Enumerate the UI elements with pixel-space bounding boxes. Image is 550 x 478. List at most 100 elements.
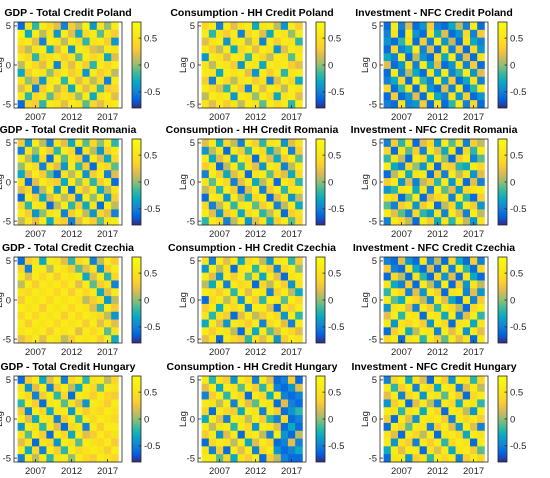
- heatmap-cell: [230, 61, 238, 70]
- heatmap-cell: [82, 201, 90, 210]
- heatmap-cell: [60, 383, 69, 392]
- heatmap-cell: [455, 146, 464, 155]
- heatmap-cell: [383, 139, 392, 148]
- heatmap-cell: [208, 391, 217, 400]
- heatmap-cell: [201, 399, 210, 408]
- heatmap-cell: [39, 383, 47, 392]
- heatmap-cell: [426, 415, 435, 424]
- heatmap-cell: [68, 139, 76, 148]
- x-tick-label: 2017: [97, 229, 118, 240]
- heatmap-cell: [266, 139, 274, 148]
- heatmap-cell: [17, 29, 26, 38]
- heatmap-cell: [390, 178, 399, 187]
- heatmap-cell: [398, 327, 406, 336]
- heatmap-cell: [208, 415, 217, 424]
- heatmap-cell: [266, 327, 274, 336]
- heatmap-cell: [68, 430, 76, 439]
- heatmap-cell: [280, 53, 289, 62]
- heatmap-cell: [448, 446, 456, 455]
- heatmap-cell: [230, 100, 238, 109]
- y-tick-label: 0: [6, 177, 11, 188]
- heatmap-cell: [24, 193, 33, 202]
- heatmap-cell: [104, 319, 112, 328]
- heatmap-cell: [104, 201, 112, 210]
- heatmap-cell: [89, 407, 98, 416]
- heatmap-cell: [288, 45, 296, 54]
- heatmap-cell: [208, 162, 217, 171]
- heatmap-cell: [434, 399, 442, 408]
- heatmap-cell: [60, 201, 69, 210]
- heatmap-cell: [398, 399, 406, 408]
- heatmap-cell: [75, 319, 83, 328]
- heatmap-cell: [230, 170, 238, 179]
- heatmap-cell: [223, 288, 231, 297]
- heatmap-cell: [223, 92, 231, 101]
- heatmap-cell: [24, 22, 33, 31]
- y-axis-label: Lag: [178, 411, 189, 427]
- heatmap-cell: [24, 45, 33, 54]
- heatmap-cell: [201, 154, 210, 163]
- heatmap-cell: [455, 430, 464, 439]
- heatmap-cell: [295, 319, 303, 328]
- heatmap-cell: [412, 146, 420, 155]
- heatmap-cell: [208, 61, 217, 70]
- heatmap-cell: [412, 446, 420, 455]
- heatmap-cell: [68, 76, 76, 85]
- heatmap-cell: [237, 383, 246, 392]
- heatmap-cell: [398, 335, 406, 344]
- heatmap-cell: [75, 154, 83, 163]
- heatmap-cell: [230, 303, 238, 313]
- heatmap-cell: [398, 272, 406, 281]
- heatmap-cell: [288, 22, 296, 31]
- heatmap-cell: [477, 193, 485, 202]
- panel-title: Investment - NFC Credit Romania: [351, 124, 518, 136]
- heatmap-cell: [280, 100, 289, 109]
- heatmap-cell: [462, 407, 471, 416]
- heatmap-cell: [53, 209, 62, 218]
- heatmap-cell: [280, 303, 289, 313]
- heatmap-cell: [448, 311, 456, 320]
- heatmap-cell: [441, 319, 449, 328]
- heatmap-cell: [462, 217, 471, 226]
- heatmap-cell: [477, 53, 485, 62]
- heatmap-cell: [96, 92, 105, 101]
- colorbar-tick-label: 0: [510, 295, 515, 306]
- heatmap-cell: [259, 22, 267, 31]
- heatmap-cell: [111, 430, 119, 439]
- heatmap-cell: [470, 76, 478, 85]
- heatmap-cell: [252, 383, 260, 392]
- heatmap-cell: [448, 257, 456, 266]
- heatmap-cell: [441, 407, 449, 416]
- heatmap-cell: [230, 162, 238, 171]
- heatmap-cell: [75, 391, 83, 400]
- heatmap-cell: [441, 335, 449, 344]
- heatmap-cell: [383, 311, 392, 320]
- heatmap-cell: [252, 201, 260, 210]
- x-tick-label: 2007: [391, 466, 412, 477]
- heatmap-cell: [111, 311, 119, 320]
- heatmap-cell: [111, 383, 119, 392]
- heatmap-cell: [434, 29, 442, 38]
- heatmap-cell: [470, 193, 478, 202]
- heatmap-cell: [434, 146, 442, 155]
- heatmap-cell: [398, 264, 406, 273]
- heatmap-cell: [412, 376, 420, 385]
- heatmap-cell: [434, 296, 442, 305]
- heatmap-cell: [390, 454, 399, 463]
- heatmap-cell: [39, 272, 47, 281]
- heatmap-cell: [82, 61, 90, 70]
- heatmap-cell: [237, 280, 246, 289]
- heatmap-cell: [405, 272, 413, 281]
- heatmap-cell: [216, 296, 224, 305]
- heatmap-cell: [32, 170, 40, 179]
- heatmap-cell: [448, 454, 456, 463]
- heatmap-cell: [259, 170, 267, 179]
- heatmap-cell: [104, 37, 112, 46]
- heatmap-cell: [201, 288, 210, 297]
- heatmap-cell: [32, 311, 40, 320]
- heatmap-cell: [288, 154, 296, 163]
- heatmap-cell: [53, 37, 62, 46]
- heatmap-cell: [412, 209, 420, 218]
- heatmap-cell: [68, 154, 76, 163]
